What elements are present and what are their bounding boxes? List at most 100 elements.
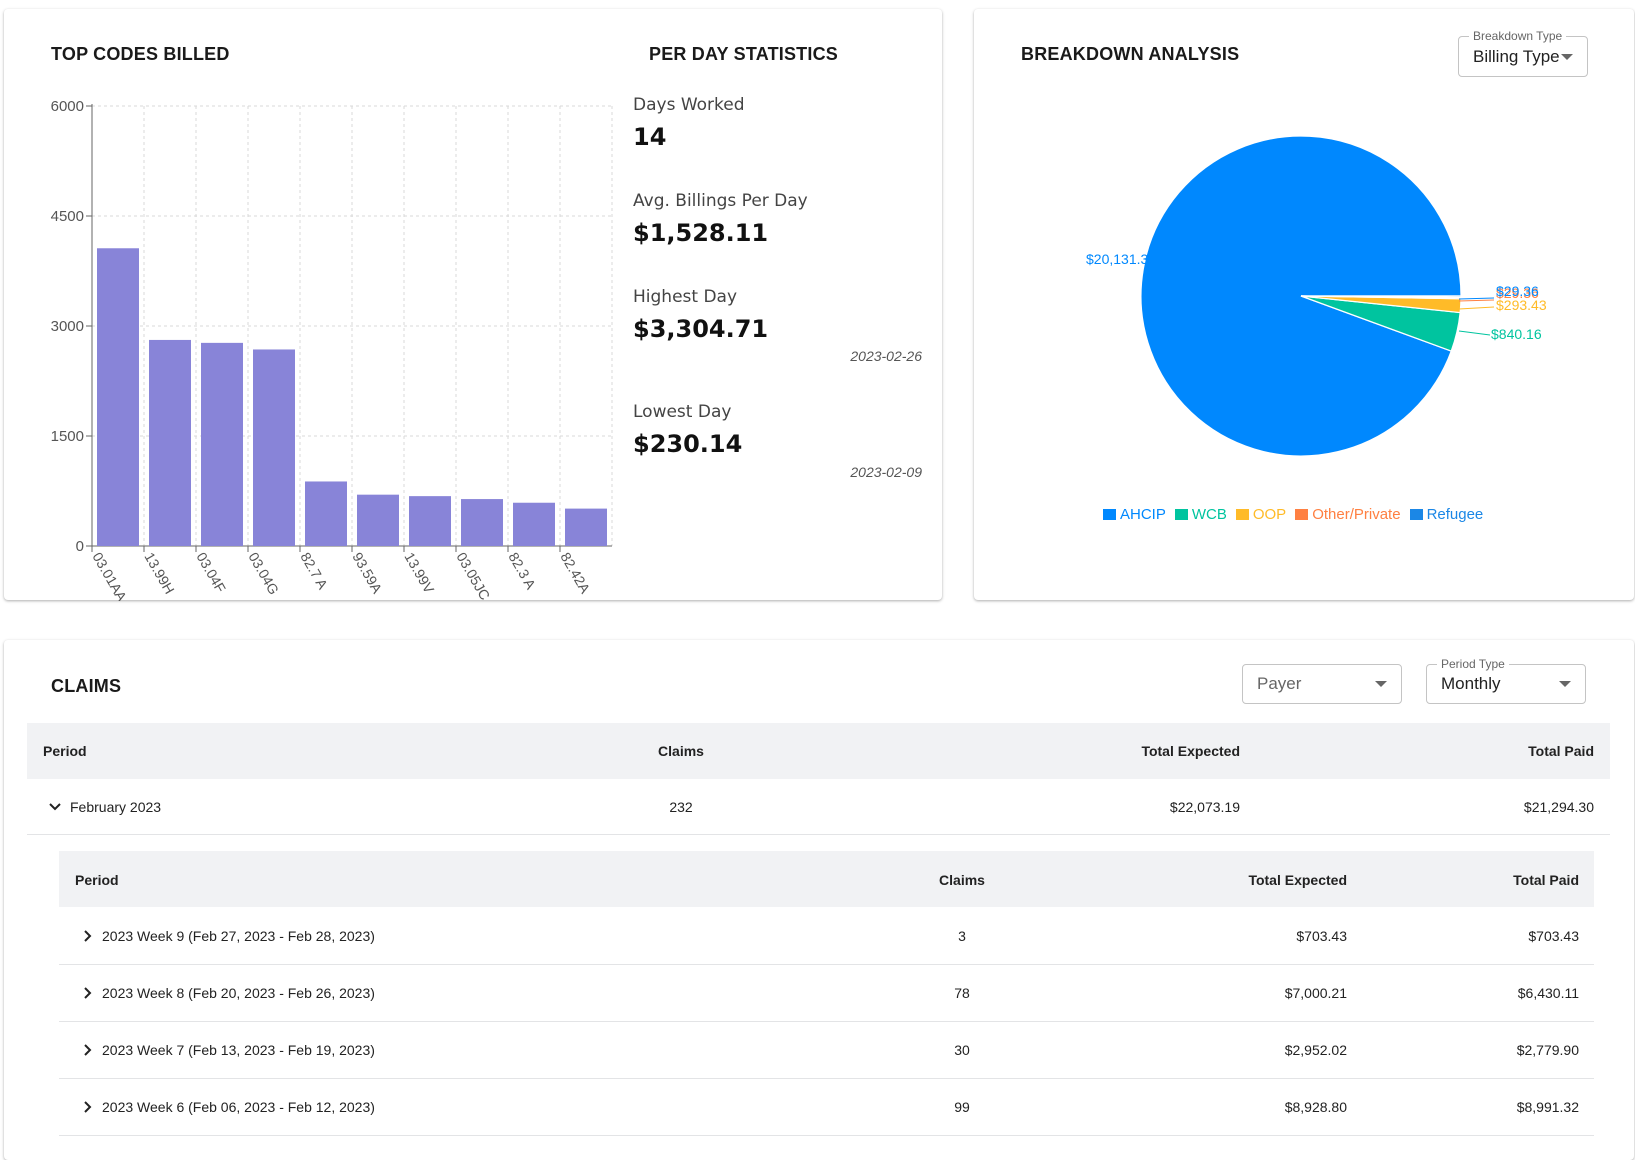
sub-header-claims[interactable]: Claims	[939, 872, 985, 888]
month-row[interactable]	[27, 779, 1610, 835]
bar[interactable]	[565, 508, 607, 546]
period-type-select[interactable]: Period Type Monthly	[1426, 657, 1586, 704]
highest-day-value: $3,304.71	[633, 315, 769, 343]
week-period: 2023 Week 8 (Feb 20, 2023 - Feb 26, 2023…	[102, 985, 375, 1001]
legend-item[interactable]: Refugee	[1409, 506, 1483, 523]
claims-card: CLAIMS Payer Period Type Monthly Period …	[4, 640, 1634, 1160]
legend-item[interactable]: Other/Private	[1295, 506, 1401, 523]
week-period: 2023 Week 6 (Feb 06, 2023 - Feb 12, 2023…	[102, 1099, 375, 1115]
week-claims: 78	[954, 985, 970, 1001]
avg-billings-value: $1,528.11	[633, 219, 769, 247]
bar[interactable]	[149, 339, 191, 546]
week-paid: $6,430.11	[1517, 985, 1579, 1001]
breakdown-pie-chart: $20,131.35$840.16$293.43$29.36$29.36	[1086, 135, 1547, 457]
bar[interactable]	[253, 349, 295, 546]
bar[interactable]	[409, 496, 451, 546]
week-paid: $2,779.90	[1516, 1042, 1579, 1058]
period-type-legend: Period Type	[1437, 657, 1509, 671]
legend-item[interactable]: AHCIP	[1103, 506, 1166, 523]
chevron-right-icon[interactable]	[81, 929, 95, 943]
pie-slice[interactable]	[1300, 295, 1462, 298]
top-codes-card: TOP CODES BILLED PER DAY STATISTICS 0 150…	[4, 9, 942, 601]
x-tick-label: 03.04G	[245, 550, 282, 598]
bar[interactable]	[305, 481, 347, 546]
header-total-paid[interactable]: Total Paid	[1528, 743, 1594, 759]
pie-value-label: $293.43	[1496, 297, 1547, 313]
header-total-expected[interactable]: Total Expected	[1141, 743, 1240, 759]
lowest-day-date: 2023-02-09	[850, 464, 922, 480]
pie-label-line	[1458, 297, 1495, 300]
week-expected: $7,000.21	[1284, 985, 1347, 1001]
per-day-title: PER DAY STATISTICS	[649, 44, 838, 64]
y-tick-label: 3000	[51, 318, 84, 335]
legend-label: OOP	[1252, 506, 1287, 523]
period-type-value: Monthly	[1441, 674, 1501, 693]
payer-select[interactable]: Payer	[1242, 664, 1402, 704]
breakdown-title: BREAKDOWN ANALYSIS	[1021, 44, 1240, 64]
breakdown-type-value: Billing Type	[1473, 46, 1560, 66]
claims-table-header	[27, 723, 1610, 779]
pie-label-line	[1458, 306, 1495, 310]
sub-header-total-expected[interactable]: Total Expected	[1248, 872, 1347, 888]
week-paid: $8,991.32	[1516, 1099, 1579, 1115]
bar[interactable]	[201, 342, 243, 546]
chevron-right-icon[interactable]	[81, 1043, 95, 1057]
legend-item[interactable]: WCB	[1174, 506, 1227, 523]
legend-swatch	[1103, 509, 1116, 520]
week-expected: $2,952.02	[1284, 1042, 1347, 1058]
chevron-down-icon[interactable]	[48, 800, 62, 814]
chevron-right-icon[interactable]	[81, 1100, 95, 1114]
header-period[interactable]: Period	[43, 743, 87, 759]
sub-header-period[interactable]: Period	[75, 872, 119, 888]
chevron-down-icon	[1561, 53, 1573, 60]
divider	[59, 1021, 1594, 1022]
x-tick-label: 82.7 A	[297, 550, 331, 593]
bar[interactable]	[97, 248, 139, 546]
y-tick-label: 0	[76, 538, 84, 555]
x-tick-label: 03.04F	[193, 550, 229, 596]
divider	[59, 1078, 1594, 1079]
bar[interactable]	[513, 502, 555, 546]
month-expected: $22,073.19	[1169, 799, 1240, 815]
x-tick-label: 93.59A	[349, 550, 385, 597]
bar[interactable]	[357, 494, 399, 546]
month-period: February 2023	[70, 799, 162, 815]
legend-swatch	[1235, 509, 1249, 520]
x-tick-label: 82.42A	[557, 550, 593, 597]
legend-label: AHCIP	[1120, 506, 1166, 523]
days-worked-label: Days Worked	[633, 95, 745, 115]
divider	[59, 964, 1594, 965]
sub-header-total-paid[interactable]: Total Paid	[1513, 872, 1579, 888]
pie-value-label: $840.16	[1491, 326, 1542, 342]
pie-value-label: $29.36	[1496, 283, 1539, 299]
header-claims[interactable]: Claims	[658, 743, 704, 759]
breakdown-legend: AHCIP WCB OOP Other/Private Refugee	[1103, 506, 1492, 525]
chevron-right-icon[interactable]	[81, 986, 95, 1000]
y-tick-label: 4500	[51, 208, 84, 225]
chevron-down-icon	[1559, 681, 1571, 687]
y-tick-label: 6000	[51, 98, 84, 115]
x-tick-label: 13.99V	[401, 550, 437, 597]
legend-swatch	[1174, 509, 1188, 520]
legend-item[interactable]: OOP	[1235, 506, 1287, 523]
pie-value-label: $29.36	[1496, 285, 1539, 301]
legend-label: WCB	[1191, 506, 1227, 523]
claims-title: CLAIMS	[51, 676, 122, 696]
week-expected: $8,928.80	[1284, 1099, 1347, 1115]
avg-billings-label: Avg. Billings Per Day	[633, 191, 808, 211]
week-paid: $703.43	[1528, 928, 1579, 944]
top-codes-title: TOP CODES BILLED	[51, 44, 230, 64]
divider	[59, 1135, 1594, 1136]
top-codes-bar-chart: 0 1500 3000 4500 6000 03.01AA 13.99H 03.04F 03.0…	[51, 98, 613, 601]
pie-label-line	[1458, 330, 1491, 336]
breakdown-type-select[interactable]: Breakdown Type Billing Type	[1458, 29, 1588, 77]
week-claims: 3	[958, 928, 966, 944]
x-tick-label: 13.99H	[141, 550, 177, 597]
legend-label: Other/Private	[1312, 506, 1401, 523]
pie-label-line	[1148, 265, 1170, 271]
month-claims: 232	[669, 799, 693, 815]
x-tick-label: 82.3 A	[505, 550, 539, 593]
payer-placeholder: Payer	[1257, 674, 1302, 693]
chevron-down-icon	[1375, 681, 1387, 687]
bar[interactable]	[461, 499, 503, 546]
